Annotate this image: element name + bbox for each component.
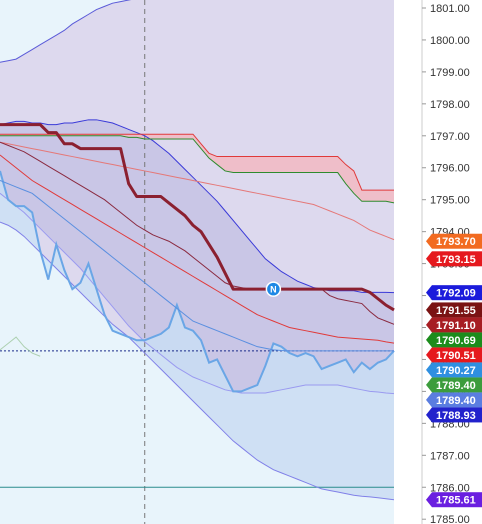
news-marker-icon: [265, 281, 282, 297]
price-tag-pointer: [426, 233, 432, 249]
series-ema_dark: [0, 141, 395, 325]
price-tag-box: [432, 302, 482, 318]
series-ema_red: [0, 154, 395, 344]
price-tag-pointer: [426, 332, 432, 348]
chart-series: N: [0, 0, 395, 501]
price-tag-pointer: [426, 392, 432, 408]
price-tag-pointer: [426, 377, 432, 393]
price-tag-label: 1791.10: [436, 320, 476, 332]
price-tag-pointer: [426, 285, 432, 301]
ichimoku-cloud-fill: [0, 134, 394, 203]
price-tag: 1790.27: [426, 362, 482, 378]
price-tag: 1790.69: [426, 332, 482, 348]
price-tag: 1793.15: [426, 251, 482, 267]
series-ichimoku_span_a: [0, 135, 395, 204]
price-tag-box: [432, 407, 482, 423]
axis-tick-label: 1786.00: [430, 482, 470, 494]
price-tag-label: 1791.55: [436, 305, 476, 317]
price-tag: 1792.09: [426, 285, 482, 301]
axis-tick-label: 1795.00: [430, 195, 470, 207]
price-tag: 1793.70: [426, 233, 482, 249]
price-tag-box: [432, 332, 482, 348]
axis-tick-label: 1800.00: [430, 35, 470, 47]
price-tag-label: 1785.61: [436, 495, 476, 507]
price-tag-box: [432, 233, 482, 249]
news-marker-label: N: [270, 285, 277, 295]
series-bb_outer_lower: [0, 221, 395, 501]
price-tag-label: 1793.70: [436, 236, 476, 248]
series-bb_outer_upper: [0, 0, 132, 63]
price-tag-pointer: [426, 251, 432, 267]
price-tag-label: 1789.40: [436, 380, 476, 392]
price-tag-box: [432, 317, 482, 333]
blue-lower-fill: [0, 170, 394, 500]
price-tag-pointer: [426, 347, 432, 363]
price-tag-box: [432, 285, 482, 301]
price-tag-box: [432, 392, 482, 408]
axis-tick-label: 1796.00: [430, 163, 470, 175]
axis-tick-label: 1801.00: [430, 3, 470, 15]
price-tag-box: [432, 377, 482, 393]
price-tag-label: 1793.15: [436, 254, 476, 266]
price-tag: 1791.55: [426, 302, 482, 318]
price-tag: 1788.93: [426, 407, 482, 423]
series-blue_light_line: [0, 170, 395, 393]
axis-tick-label: 1798.00: [430, 99, 470, 111]
price-tag: 1789.40: [426, 392, 482, 408]
price-tag-pointer: [426, 407, 432, 423]
series-price_line: [0, 123, 395, 312]
series-green_faint: [0, 336, 41, 357]
series-bb_inner_lower: [0, 192, 395, 395]
price-tag-box: [432, 347, 482, 363]
series-kijun: [0, 141, 395, 241]
axis-tick-label: 1785.00: [430, 514, 470, 524]
inner-band-fill: [0, 119, 394, 394]
price-tag-box: [432, 362, 482, 378]
price-tag-label: 1790.51: [436, 350, 476, 362]
price-tag-box: [432, 492, 482, 508]
price-tag-label: 1788.93: [436, 410, 476, 422]
axis-tick-label: 1787.00: [430, 450, 470, 462]
price-tag-pointer: [426, 362, 432, 378]
price-tag-label: 1789.40: [436, 395, 476, 407]
price-tag: 1789.40: [426, 377, 482, 393]
axis-tick-label: 1799.00: [430, 67, 470, 79]
price-tags: 1793.70 1793.15 1792.09 1791.55 1791.10 1790.…: [426, 233, 482, 508]
series-ichimoku_span_b: [0, 133, 394, 191]
price-tag-label: 1790.69: [436, 335, 476, 347]
price-tag-pointer: [426, 492, 432, 508]
price-tag-box: [432, 251, 482, 267]
price-tag-pointer: [426, 302, 432, 318]
price-tag-label: 1792.09: [436, 288, 476, 300]
price-tag-pointer: [426, 317, 432, 333]
price-tag-label: 1790.27: [436, 365, 476, 377]
axis-tick-label: 1797.00: [430, 131, 470, 143]
price-tag: 1791.10: [426, 317, 482, 333]
price-tag: 1790.51: [426, 347, 482, 363]
price-tag: 1785.61: [426, 492, 482, 508]
series-blue_mid_line: [0, 180, 394, 352]
